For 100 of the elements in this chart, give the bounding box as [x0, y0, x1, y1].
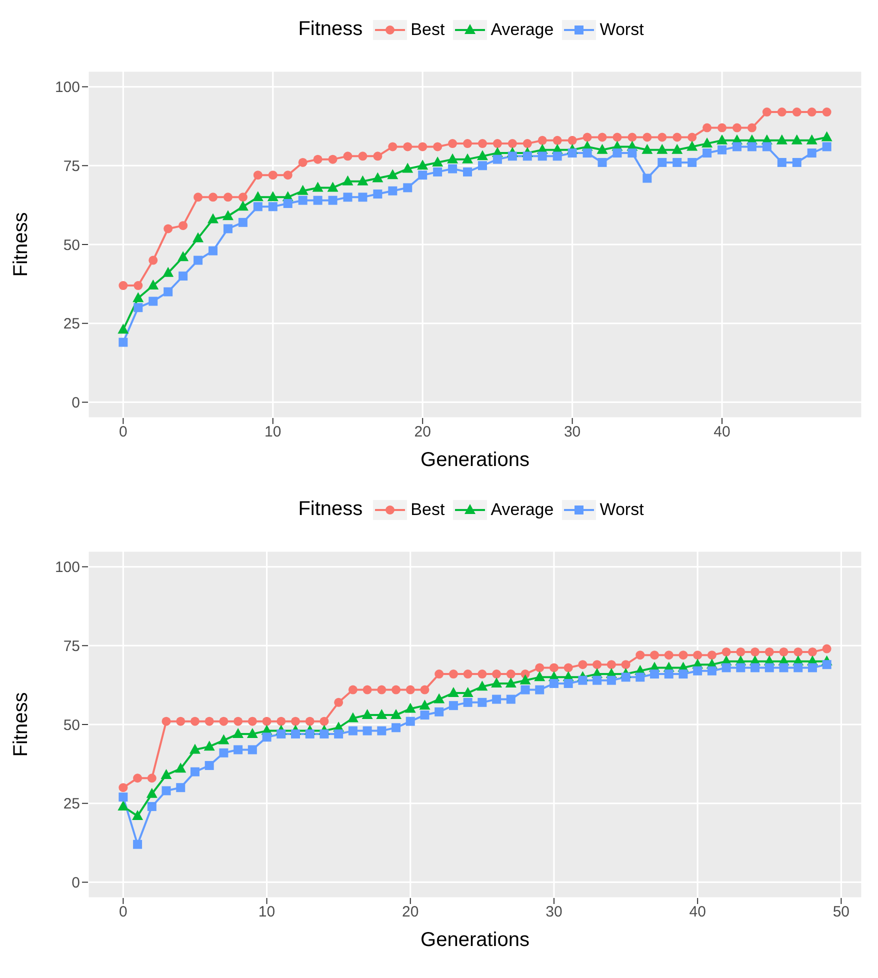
point — [492, 154, 502, 164]
point — [320, 716, 329, 726]
point — [357, 175, 368, 186]
point — [348, 726, 358, 736]
point — [779, 663, 788, 672]
point — [658, 158, 667, 167]
point — [298, 158, 308, 167]
point — [283, 198, 292, 208]
legend-label: Average — [490, 20, 554, 40]
point — [736, 663, 746, 672]
point — [147, 802, 156, 812]
point — [392, 723, 401, 732]
point — [598, 132, 607, 142]
point — [312, 182, 324, 192]
point — [650, 650, 659, 660]
point — [478, 161, 487, 170]
point — [777, 158, 786, 167]
point — [190, 716, 200, 726]
point — [118, 783, 128, 792]
point — [822, 644, 832, 654]
point — [178, 272, 188, 281]
point — [686, 140, 698, 151]
point — [606, 676, 616, 685]
point — [508, 152, 517, 161]
point — [672, 132, 682, 142]
x-tick-label: 10 — [264, 424, 282, 441]
point — [298, 196, 308, 205]
point — [722, 647, 731, 656]
point — [162, 266, 174, 277]
point — [702, 138, 713, 148]
point — [432, 156, 444, 166]
y-tick-label: 0 — [72, 874, 80, 892]
point — [403, 142, 412, 152]
point — [372, 172, 384, 182]
point — [762, 142, 772, 152]
point — [190, 767, 200, 776]
point — [776, 134, 788, 144]
point — [672, 158, 682, 167]
point — [505, 677, 516, 688]
point — [606, 660, 616, 670]
point — [208, 246, 218, 256]
point — [248, 745, 257, 754]
legend-label: Best — [410, 20, 445, 40]
point — [252, 191, 264, 202]
point — [592, 660, 602, 670]
point — [388, 142, 398, 152]
point — [253, 202, 262, 212]
point — [582, 132, 592, 142]
point — [204, 740, 215, 751]
point — [246, 728, 258, 738]
point — [716, 134, 728, 144]
point — [377, 726, 386, 736]
point — [420, 685, 430, 694]
point — [434, 707, 444, 716]
point — [133, 774, 142, 783]
point — [404, 702, 416, 713]
point — [688, 132, 697, 142]
point — [418, 142, 428, 152]
point — [176, 716, 186, 726]
point — [334, 729, 344, 738]
point — [334, 698, 344, 707]
legend-label: Average — [490, 500, 554, 520]
point — [164, 224, 173, 234]
point — [821, 131, 832, 142]
point — [276, 716, 286, 726]
point — [462, 153, 474, 164]
point — [806, 134, 818, 144]
point — [822, 142, 832, 152]
point — [234, 745, 243, 754]
point — [417, 160, 428, 170]
point — [434, 670, 444, 679]
point — [506, 694, 516, 704]
point — [707, 666, 716, 676]
point — [592, 676, 602, 685]
point — [552, 136, 562, 145]
point — [478, 139, 487, 148]
point — [476, 680, 488, 691]
point — [262, 716, 272, 726]
point — [418, 170, 428, 180]
point — [549, 663, 558, 672]
legend-label: Worst — [598, 20, 644, 40]
x-tick-label: 30 — [564, 424, 581, 441]
point — [204, 761, 214, 770]
x-tick-label: 40 — [714, 424, 730, 441]
point — [253, 170, 262, 180]
point — [268, 170, 278, 180]
point — [448, 670, 458, 679]
point — [578, 676, 588, 685]
y-tick-label: 50 — [63, 716, 80, 734]
point — [478, 698, 487, 707]
x-axis-title: Generations — [420, 449, 530, 471]
point — [222, 210, 234, 220]
point — [750, 663, 760, 672]
point — [419, 700, 430, 710]
point — [342, 175, 354, 186]
point — [305, 729, 314, 738]
point — [636, 650, 645, 660]
point — [642, 132, 652, 142]
point — [376, 709, 388, 720]
point — [564, 663, 573, 672]
